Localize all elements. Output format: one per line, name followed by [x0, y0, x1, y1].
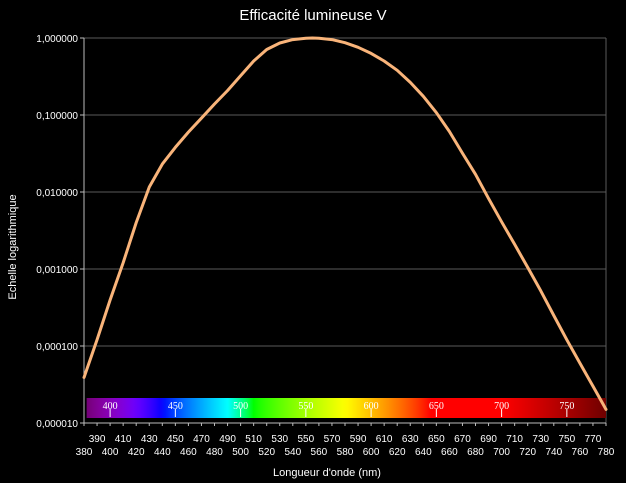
x-tick-label: 740: [545, 447, 562, 458]
x-tick-label: 620: [389, 447, 406, 458]
x-tick-label: 720: [519, 447, 536, 458]
x-tick-label: 420: [128, 447, 145, 458]
x-tick-label: 770: [585, 434, 602, 445]
x-tick-label: 440: [154, 447, 171, 458]
y-axis-label: Echelle logarithmique: [7, 194, 19, 299]
x-tick-label: 640: [415, 447, 432, 458]
x-tick-label: 660: [441, 447, 458, 458]
y-tick-label: 0,000100: [36, 342, 78, 353]
x-tick-label: 780: [598, 447, 615, 458]
x-tick-label: 530: [271, 434, 288, 445]
x-tick-label: 480: [206, 447, 223, 458]
x-tick-label: 630: [402, 434, 419, 445]
spectrum-label: 650: [429, 401, 444, 412]
spectrum-bar: 400 450 500 550 600 650 700 750: [86, 398, 607, 418]
y-tick-label: 0,100000: [36, 111, 78, 122]
x-tick-label: 700: [493, 447, 510, 458]
x-tick-label: 760: [572, 447, 589, 458]
x-tick-label: 390: [89, 434, 106, 445]
x-tick-label: 580: [337, 447, 354, 458]
spectrum-label: 450: [168, 401, 183, 412]
x-tick-label: 380: [76, 447, 93, 458]
x-tick-label: 710: [506, 434, 523, 445]
x-tick-label: 520: [258, 447, 275, 458]
x-tick-labels: 390 410 430 450 470 490 510 530 550 570 590 610 630 6…: [76, 423, 615, 458]
y-tick-label: 0,010000: [36, 188, 78, 199]
spectrum-label: 400: [103, 401, 118, 412]
chart-title: Efficacité lumineuse V: [239, 7, 386, 24]
x-tick-label: 430: [141, 434, 158, 445]
spectrum-label: 700: [494, 401, 509, 412]
grid: [83, 37, 607, 424]
x-tick-label: 650: [428, 434, 445, 445]
x-tick-label: 560: [311, 447, 328, 458]
x-tick-label: 550: [298, 434, 315, 445]
x-tick-label: 470: [193, 434, 210, 445]
x-tick-label: 670: [454, 434, 471, 445]
x-tick-label: 510: [245, 434, 262, 445]
x-axis-label: Longueur d'onde (nm): [273, 467, 381, 479]
x-tick-label: 410: [115, 434, 132, 445]
spectrum-gradient: [86, 398, 607, 418]
x-tick-label: 600: [363, 447, 380, 458]
x-tick-label: 450: [167, 434, 184, 445]
x-tick-label: 490: [219, 434, 236, 445]
y-tick-labels: 0,000010 0,000100 0,001000 0,010000 0,100000…: [36, 34, 84, 430]
series-layer: [82, 36, 608, 411]
spectrum-label: 750: [559, 401, 574, 412]
spectrum-label: 500: [233, 401, 248, 412]
x-tick-label: 750: [559, 434, 576, 445]
x-tick-label: 680: [467, 447, 484, 458]
x-tick-label: 540: [284, 447, 301, 458]
x-tick-label: 730: [532, 434, 549, 445]
y-tick-label: 1,000000: [36, 34, 78, 45]
x-tick-label: 500: [232, 447, 249, 458]
x-tick-label: 590: [350, 434, 367, 445]
series-line: [82, 36, 608, 411]
x-tick-label: 400: [102, 447, 119, 458]
spectrum-label: 550: [298, 401, 313, 412]
x-tick-label: 610: [376, 434, 393, 445]
spectrum-label: 600: [364, 401, 379, 412]
y-tick-label: 0,001000: [36, 265, 78, 276]
x-tick-label: 460: [180, 447, 197, 458]
y-tick-label: 0,000010: [36, 419, 78, 430]
x-tick-label: 570: [324, 434, 341, 445]
x-tick-label: 690: [480, 434, 497, 445]
